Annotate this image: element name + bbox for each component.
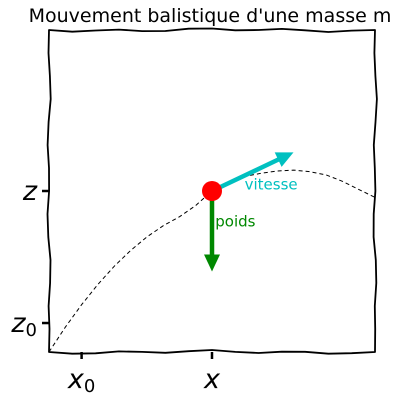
y-tick-label: z0 [10, 308, 37, 341]
mass-marker [202, 181, 222, 201]
plot-frame [46, 27, 378, 355]
x-tick-label: x [203, 364, 221, 395]
vitesse-vector-shaft [209, 157, 281, 194]
vitesse-vector-head [274, 152, 294, 167]
poids-vector-label: poids [215, 212, 255, 230]
chart-title: Mouvement balistique d'une masse m [29, 5, 392, 27]
poids-vector-head [204, 254, 220, 272]
x-tick-label: x0 [67, 364, 95, 397]
vitesse-vector-label: vitesse [245, 175, 298, 193]
y-tick-label: z [22, 176, 38, 207]
